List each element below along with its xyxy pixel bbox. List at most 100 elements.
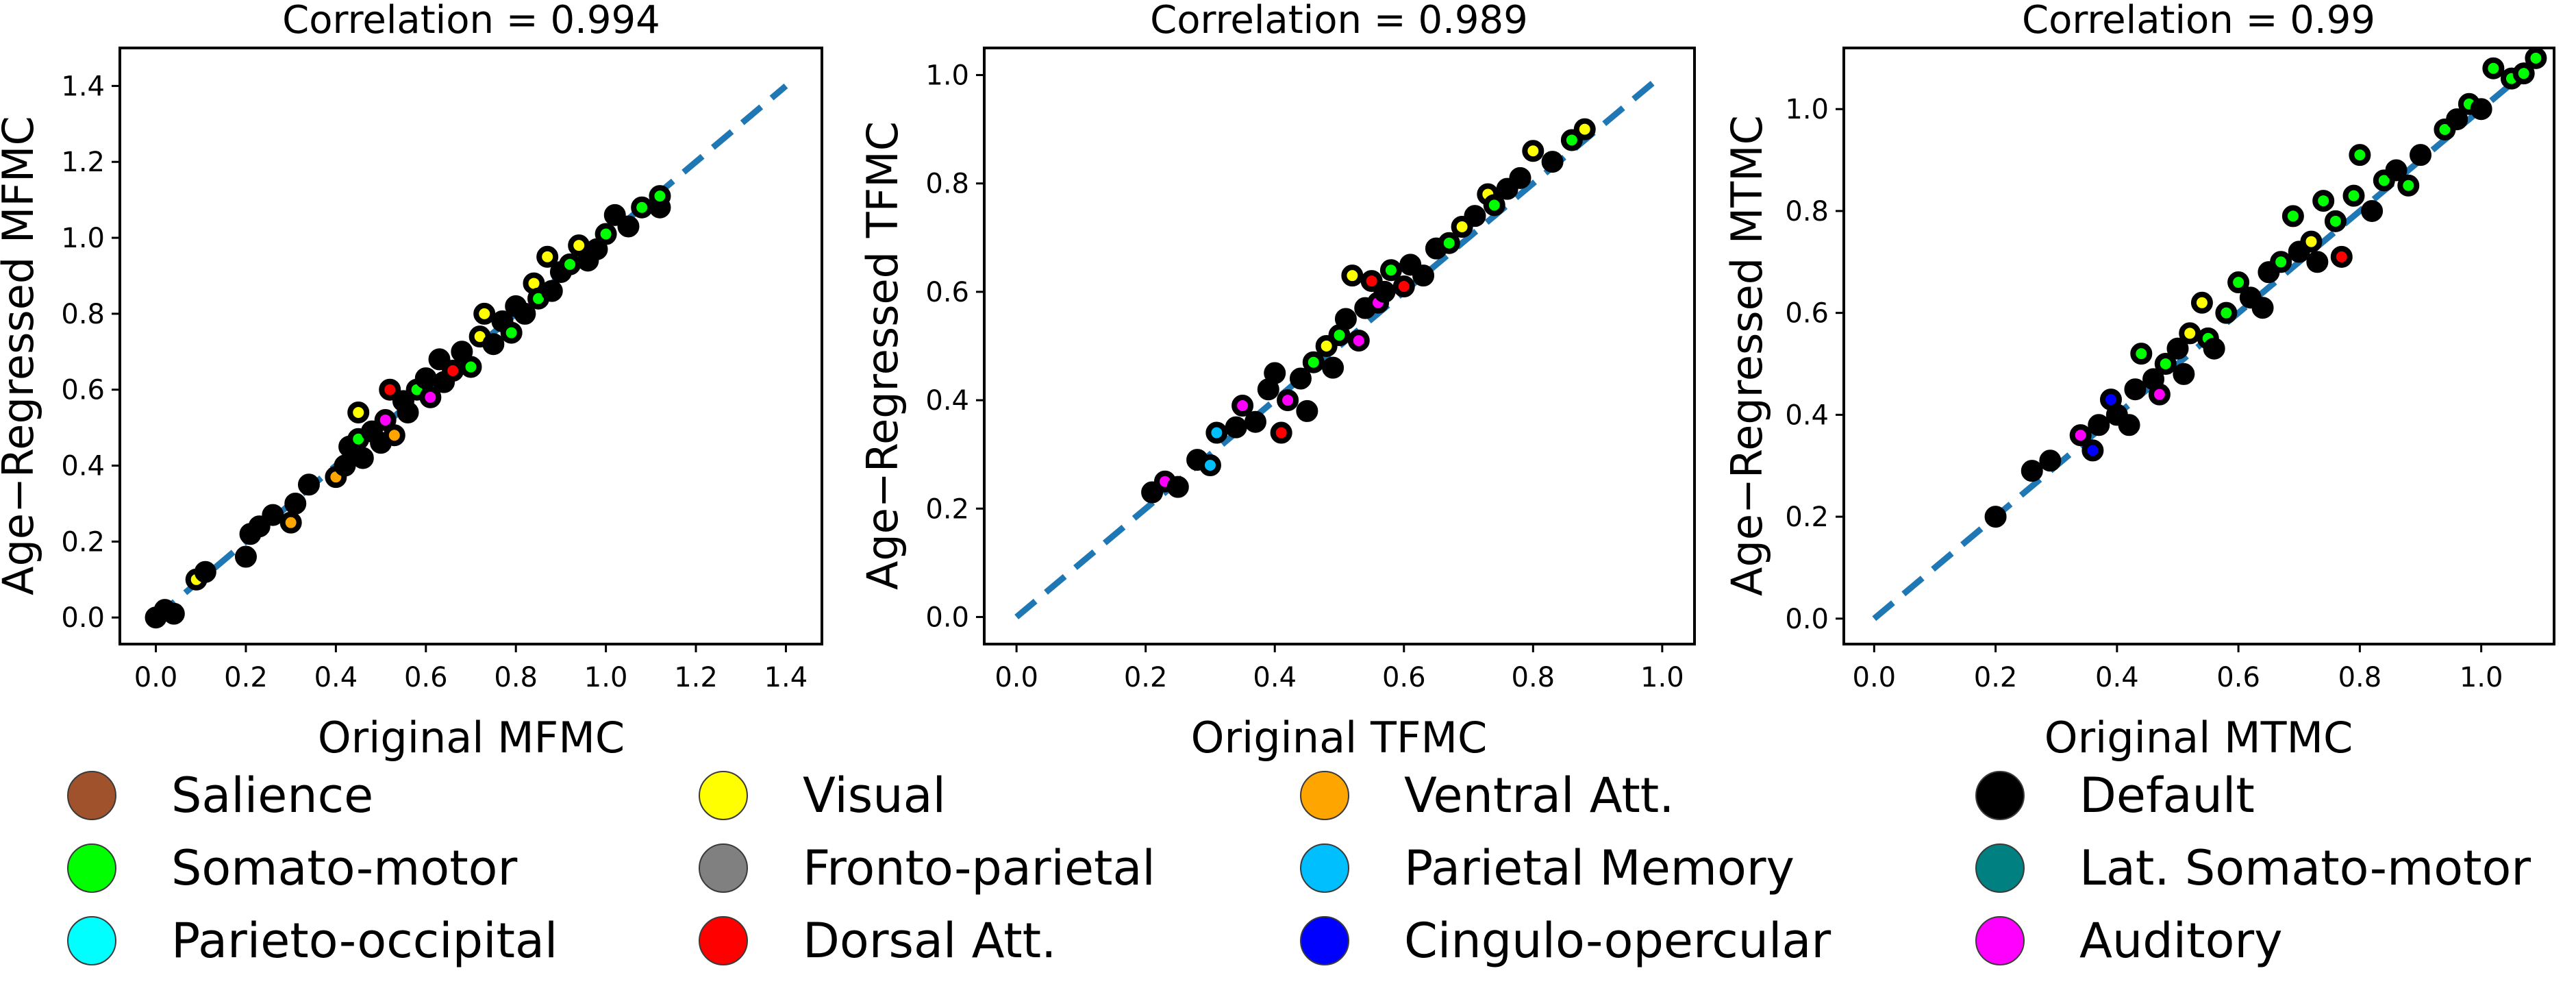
x-tick-label: 1.4 [764, 662, 808, 693]
x-tick-label: 0.0 [995, 662, 1038, 693]
y-tick-label: 0.6 [61, 375, 105, 406]
legend-marker [67, 843, 116, 893]
legend-label: Parieto-occipital [171, 913, 558, 969]
data-point [1205, 421, 1228, 444]
data-point [2281, 205, 2304, 227]
data-point [2470, 98, 2492, 121]
legend-label: Visual [803, 767, 946, 824]
data-point [2446, 108, 2468, 131]
data-point [194, 560, 216, 583]
data-point [2081, 439, 2104, 462]
legend-item: Parieto-occipital [67, 911, 558, 970]
y-tick-label: 0.4 [1785, 399, 1829, 431]
data-point [347, 401, 370, 423]
x-tick-label: 1.2 [674, 662, 718, 693]
data-point [1412, 264, 1435, 287]
panel-mtmc: Correlation = 0.99 Original MTMC Age−Reg… [1722, 0, 2555, 763]
data-point [2190, 291, 2213, 314]
data-point [603, 204, 626, 226]
y-tick-label: 0.4 [61, 451, 105, 482]
y-tick-label: 0.4 [925, 385, 969, 417]
x-tick-label: 0.2 [1124, 662, 1168, 693]
legend: Salience Visual Ventral Att. Default Somato-… [0, 766, 2576, 985]
panel-mfmc: Correlation = 0.994 Original MFMC Age−Re… [0, 0, 823, 763]
data-point [2324, 210, 2347, 232]
x-tick-label: 0.2 [1974, 662, 2018, 693]
y-axis-label: Age−Regressed MFMC [0, 116, 43, 595]
x-tick-label: 0.0 [134, 662, 178, 693]
y-tick-label: 0.6 [925, 277, 969, 308]
legend-marker [699, 916, 748, 965]
data-point [2088, 414, 2110, 436]
data-point [586, 238, 608, 260]
y-tick-label: 0.0 [61, 602, 105, 634]
data-point [2148, 383, 2171, 406]
y-tick-label: 0.8 [61, 299, 105, 330]
data-point [1379, 259, 1402, 282]
data-point [2482, 57, 2505, 79]
data-point [1399, 254, 1422, 276]
legend-label: Salience [171, 767, 374, 824]
y-tick-label: 0.2 [925, 493, 969, 525]
y-tick-label: 0.2 [61, 526, 105, 558]
data-point [2130, 343, 2153, 365]
legend-label: Dorsal Att. [803, 913, 1057, 969]
data-point [1231, 395, 1254, 417]
x-tick-label: 0.4 [2095, 662, 2139, 693]
data-point [351, 447, 374, 469]
legend-marker [1975, 916, 2025, 965]
legend-label: Parietal Memory [1404, 840, 1795, 896]
data-point [500, 321, 523, 344]
data-point [473, 302, 496, 325]
data-point [379, 378, 401, 401]
panel-title: Correlation = 0.989 [1150, 0, 1528, 42]
x-tick-label: 0.2 [224, 662, 268, 693]
data-point [1496, 177, 1518, 200]
data-point [2270, 251, 2292, 273]
data-point [451, 341, 473, 363]
data-point [1322, 356, 1345, 379]
data-point [2154, 353, 2177, 375]
data-point [442, 360, 464, 382]
legend-marker [1300, 916, 1349, 965]
legend-label: Somato-motor [171, 840, 518, 896]
data-point [1560, 129, 1583, 151]
data-point [2251, 297, 2274, 319]
plot-frame [1842, 47, 2555, 645]
data-point [1464, 205, 1486, 227]
panel-title: Correlation = 0.99 [2022, 0, 2375, 42]
data-point [414, 367, 437, 390]
data-point [2166, 337, 2189, 360]
legend-item: Auditory [1975, 911, 2283, 970]
y-tick-label: 1.0 [1785, 94, 1829, 125]
data-point [536, 245, 559, 268]
data-point [2203, 337, 2225, 360]
legend-item: Salience [67, 766, 373, 825]
y-tick-label: 0.0 [925, 602, 969, 633]
y-tick-label: 0.8 [925, 169, 969, 200]
plot-frame [118, 47, 823, 645]
data-point [2039, 449, 2062, 472]
data-point [1373, 280, 1396, 303]
data-point [1541, 151, 1564, 173]
data-point [1289, 367, 1312, 390]
data-point [2525, 47, 2547, 69]
data-point [1522, 140, 1545, 162]
legend-item: Ventral Att. [1300, 766, 1675, 825]
data-point [1509, 167, 1531, 189]
x-tick-label: 0.6 [1382, 662, 1426, 693]
data-point [162, 602, 185, 625]
data-point [1141, 481, 1164, 504]
data-point [1984, 506, 2007, 528]
data-point [2179, 322, 2201, 345]
x-tick-label: 0.6 [404, 662, 448, 693]
legend-item: Lat. Somato-motor [1975, 839, 2531, 898]
legend-item: Somato-motor [67, 839, 517, 898]
data-point [559, 253, 582, 275]
plot-frame [983, 47, 1696, 645]
data-point [2215, 301, 2238, 324]
y-tick-label: 1.0 [61, 223, 105, 254]
data-point [2118, 414, 2140, 436]
data-point [334, 454, 356, 477]
